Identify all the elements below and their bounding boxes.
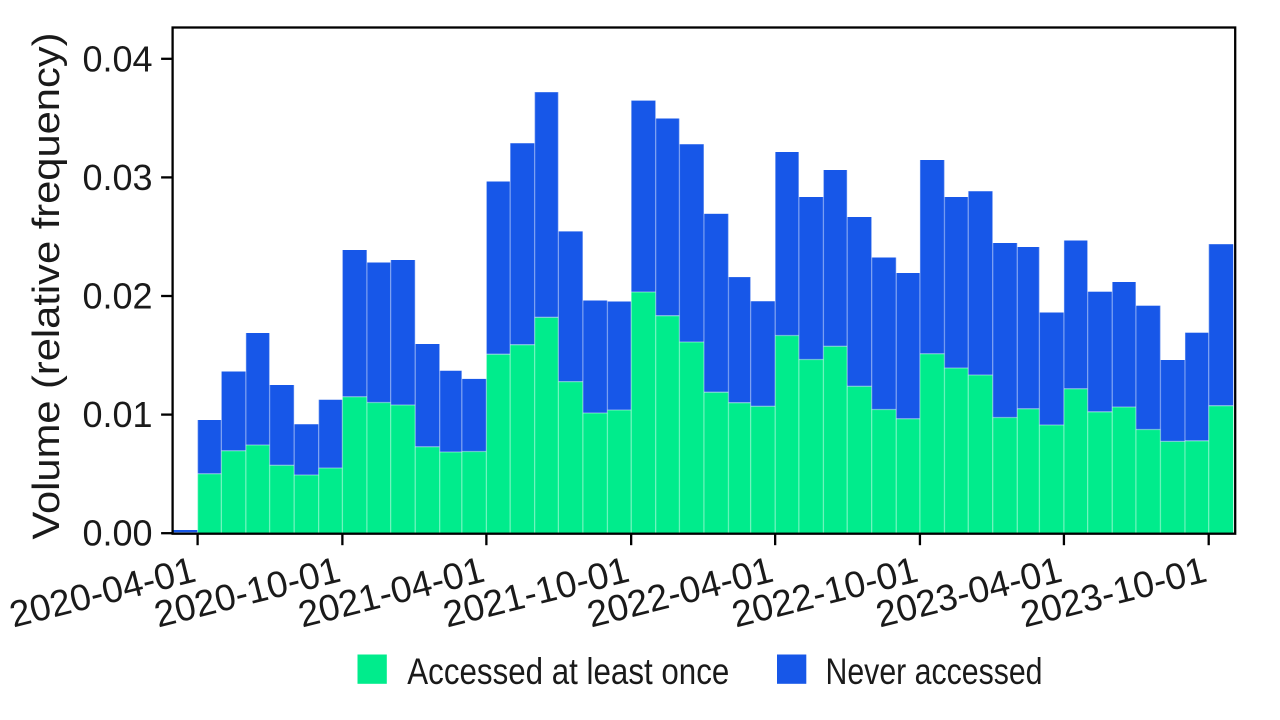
svg-text:Volume (relative frequency): Volume (relative frequency) bbox=[26, 32, 68, 539]
svg-text:0.03: 0.03 bbox=[83, 157, 153, 198]
svg-text:0.02: 0.02 bbox=[83, 276, 153, 317]
svg-text:Never accessed: Never accessed bbox=[826, 651, 1043, 692]
svg-text:0.01: 0.01 bbox=[83, 394, 153, 435]
svg-text:Accessed at least once: Accessed at least once bbox=[407, 651, 729, 692]
svg-text:0.00: 0.00 bbox=[83, 513, 153, 554]
svg-text:0.04: 0.04 bbox=[83, 38, 153, 79]
